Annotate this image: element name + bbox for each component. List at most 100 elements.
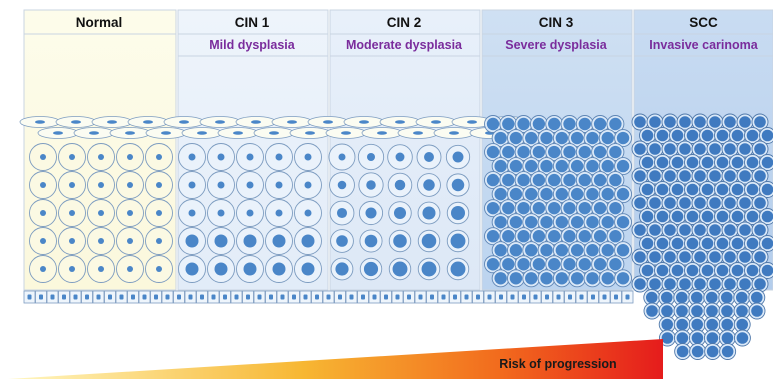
cell-nucleus bbox=[422, 262, 437, 277]
carcinoma-nucleus bbox=[706, 292, 718, 304]
enlarged-nucleus bbox=[510, 272, 522, 284]
enlarged-nucleus bbox=[602, 132, 614, 144]
enlarged-nucleus bbox=[617, 160, 629, 172]
flat-nucleus bbox=[107, 120, 117, 124]
basal-nucleus bbox=[131, 295, 135, 300]
carcinoma-nucleus bbox=[687, 265, 699, 277]
cell-nucleus bbox=[40, 210, 46, 216]
carcinoma-nucleus bbox=[739, 278, 751, 290]
carcinoma-nucleus bbox=[724, 143, 736, 155]
enlarged-nucleus bbox=[594, 258, 606, 270]
carcinoma-nucleus bbox=[754, 197, 766, 209]
carcinoma-nucleus bbox=[762, 265, 773, 277]
enlarged-nucleus bbox=[525, 244, 537, 256]
flat-nucleus bbox=[449, 131, 459, 135]
carcinoma-nucleus bbox=[664, 251, 676, 263]
carcinoma-nucleus bbox=[649, 170, 661, 182]
enlarged-nucleus bbox=[533, 146, 545, 158]
enlarged-nucleus bbox=[609, 118, 621, 130]
flat-nucleus bbox=[323, 120, 333, 124]
carcinoma-nucleus bbox=[724, 170, 736, 182]
enlarged-nucleus bbox=[494, 244, 506, 256]
carcinoma-nucleus bbox=[634, 251, 646, 263]
carcinoma-nucleus bbox=[679, 278, 691, 290]
carcinoma-nucleus bbox=[649, 251, 661, 263]
basal-nucleus bbox=[97, 295, 101, 300]
enlarged-nucleus bbox=[563, 258, 575, 270]
carcinoma-nucleus bbox=[679, 251, 691, 263]
carcinoma-nucleus bbox=[762, 211, 773, 223]
basal-nucleus bbox=[212, 295, 216, 300]
basal-nucleus bbox=[522, 295, 526, 300]
enlarged-nucleus bbox=[502, 202, 514, 214]
enlarged-nucleus bbox=[579, 258, 591, 270]
enlarged-nucleus bbox=[540, 244, 552, 256]
carcinoma-nucleus bbox=[762, 184, 773, 196]
carcinoma-nucleus bbox=[739, 143, 751, 155]
stage-title-cin3: CIN 3 bbox=[482, 11, 630, 35]
carcinoma-nucleus bbox=[754, 170, 766, 182]
enlarged-nucleus bbox=[617, 272, 629, 284]
flat-nucleus bbox=[161, 131, 171, 135]
cell-nucleus bbox=[98, 210, 104, 216]
enlarged-nucleus bbox=[548, 146, 560, 158]
enlarged-nucleus bbox=[510, 188, 522, 200]
carcinoma-nucleus bbox=[649, 116, 661, 128]
enlarged-nucleus bbox=[556, 132, 568, 144]
carcinoma-nucleus bbox=[736, 292, 748, 304]
basal-nucleus bbox=[177, 295, 181, 300]
cell-nucleus bbox=[127, 154, 133, 160]
basal-nucleus bbox=[304, 295, 308, 300]
enlarged-nucleus bbox=[517, 146, 529, 158]
flat-nucleus bbox=[431, 120, 441, 124]
enlarged-nucleus bbox=[533, 118, 545, 130]
basal-nucleus bbox=[223, 295, 227, 300]
stage-title-scc: SCC bbox=[634, 11, 773, 35]
enlarged-nucleus bbox=[540, 132, 552, 144]
basal-nucleus bbox=[200, 295, 204, 300]
carcinoma-nucleus bbox=[634, 170, 646, 182]
basal-nucleus bbox=[384, 295, 388, 300]
carcinoma-nucleus bbox=[702, 211, 714, 223]
flat-nucleus bbox=[467, 120, 477, 124]
basal-nucleus bbox=[246, 295, 250, 300]
enlarged-nucleus bbox=[525, 132, 537, 144]
carcinoma-nucleus bbox=[694, 251, 706, 263]
enlarged-nucleus bbox=[556, 216, 568, 228]
enlarged-nucleus bbox=[571, 244, 583, 256]
basal-nucleus bbox=[453, 295, 457, 300]
enlarged-nucleus bbox=[502, 258, 514, 270]
carcinoma-nucleus bbox=[739, 251, 751, 263]
carcinoma-nucleus bbox=[634, 116, 646, 128]
carcinoma-nucleus bbox=[679, 143, 691, 155]
enlarged-nucleus bbox=[609, 202, 621, 214]
carcinoma-nucleus bbox=[747, 184, 759, 196]
flat-nucleus bbox=[143, 120, 153, 124]
carcinoma-nucleus bbox=[732, 211, 744, 223]
basal-nucleus bbox=[85, 295, 89, 300]
basal-nucleus bbox=[166, 295, 170, 300]
enlarged-nucleus bbox=[525, 188, 537, 200]
basal-nucleus bbox=[488, 295, 492, 300]
cell-nucleus bbox=[422, 234, 437, 249]
enlarged-nucleus bbox=[494, 216, 506, 228]
carcinoma-nucleus bbox=[664, 143, 676, 155]
cell-nucleus bbox=[127, 266, 133, 272]
carcinoma-nucleus bbox=[754, 116, 766, 128]
basal-nucleus bbox=[120, 295, 124, 300]
carcinoma-nucleus bbox=[717, 130, 729, 142]
carcinoma-nucleus bbox=[709, 170, 721, 182]
cell-nucleus bbox=[451, 262, 466, 277]
carcinoma-nucleus bbox=[649, 143, 661, 155]
enlarged-nucleus bbox=[540, 160, 552, 172]
basal-nucleus bbox=[350, 295, 354, 300]
carcinoma-nucleus bbox=[649, 224, 661, 236]
cell-nucleus bbox=[218, 210, 225, 217]
carcinoma-nucleus bbox=[634, 224, 646, 236]
cell-nucleus bbox=[424, 152, 434, 162]
cell-nucleus bbox=[273, 263, 286, 276]
enlarged-nucleus bbox=[548, 174, 560, 186]
enlarged-nucleus bbox=[494, 272, 506, 284]
carcinoma-nucleus bbox=[717, 238, 729, 250]
basal-nucleus bbox=[545, 295, 549, 300]
